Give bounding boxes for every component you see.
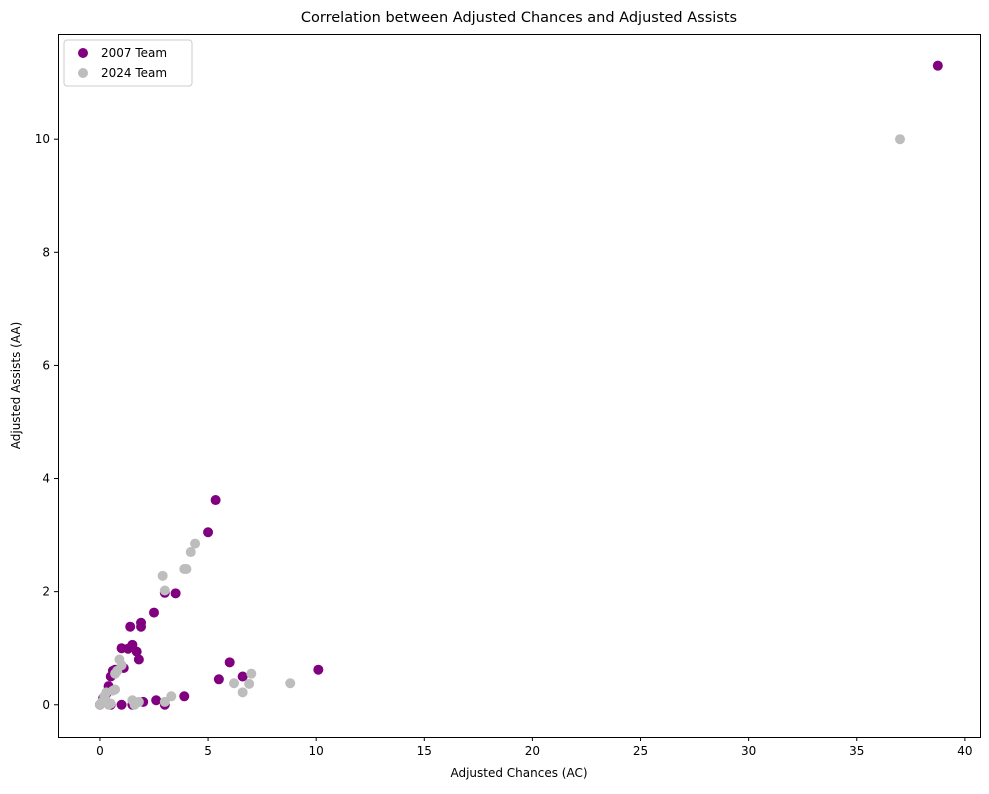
data-point [110, 668, 121, 679]
x-tick-label: 35 [849, 744, 864, 758]
data-point [246, 668, 257, 679]
data-point [129, 699, 140, 710]
data-point [136, 621, 147, 632]
series-2 [94, 134, 905, 710]
data-point [166, 691, 177, 702]
data-point [237, 687, 248, 698]
series-1 [94, 60, 943, 710]
data-point [213, 674, 224, 685]
data-point [894, 134, 905, 145]
data-point [190, 538, 201, 549]
data-point [179, 691, 190, 702]
data-point [932, 60, 943, 71]
x-tick-label: 10 [309, 744, 324, 758]
data-point [110, 684, 121, 695]
y-tick-label: 0 [42, 698, 50, 712]
data-point [125, 621, 136, 632]
data-point [149, 607, 160, 618]
x-axis-label: Adjusted Chances (AC) [450, 766, 587, 780]
x-tick-label: 15 [417, 744, 432, 758]
data-point [100, 694, 111, 705]
y-axis-ticks: 0 2 4 6 8 10 [35, 132, 58, 712]
legend: 2007 Team 2024 Team [63, 39, 193, 87]
data-point [313, 664, 324, 675]
data-point [179, 564, 190, 575]
data-point [244, 678, 255, 689]
data-point [151, 695, 162, 706]
x-tick-label: 25 [633, 744, 648, 758]
data-point [159, 696, 170, 707]
x-tick-label: 0 [96, 744, 104, 758]
y-tick-label: 2 [42, 585, 50, 599]
data-point [133, 654, 144, 665]
data-point [229, 678, 240, 689]
legend-label: 2007 Team [101, 46, 167, 60]
x-tick-label: 40 [957, 744, 972, 758]
data-point [237, 671, 248, 682]
y-tick-label: 8 [42, 245, 50, 259]
y-tick-label: 6 [42, 358, 50, 372]
data-point [203, 527, 214, 538]
legend-marker [78, 48, 88, 58]
x-axis-ticks: 0 5 10 15 20 25 30 35 40 [96, 737, 973, 758]
data-point [157, 570, 168, 581]
data-points [94, 60, 943, 710]
data-point [224, 657, 235, 668]
y-axis-label: Adjusted Assists (AA) [9, 322, 23, 450]
data-point [116, 643, 127, 654]
y-tick-label: 4 [42, 472, 50, 486]
legend-box [63, 39, 193, 87]
data-point [185, 547, 196, 558]
data-point [285, 678, 296, 689]
x-tick-label: 20 [525, 744, 540, 758]
data-point [159, 585, 170, 596]
legend-marker [78, 68, 88, 78]
data-point [170, 588, 181, 599]
y-tick-label: 10 [35, 132, 50, 146]
data-point [210, 495, 221, 506]
x-tick-label: 30 [741, 744, 756, 758]
chart-title: Correlation between Adjusted Chances and… [301, 10, 737, 26]
plot-frame [58, 34, 981, 738]
x-tick-label: 5 [204, 744, 212, 758]
data-point [131, 646, 142, 657]
legend-label: 2024 Team [101, 66, 167, 80]
data-point [116, 699, 127, 710]
